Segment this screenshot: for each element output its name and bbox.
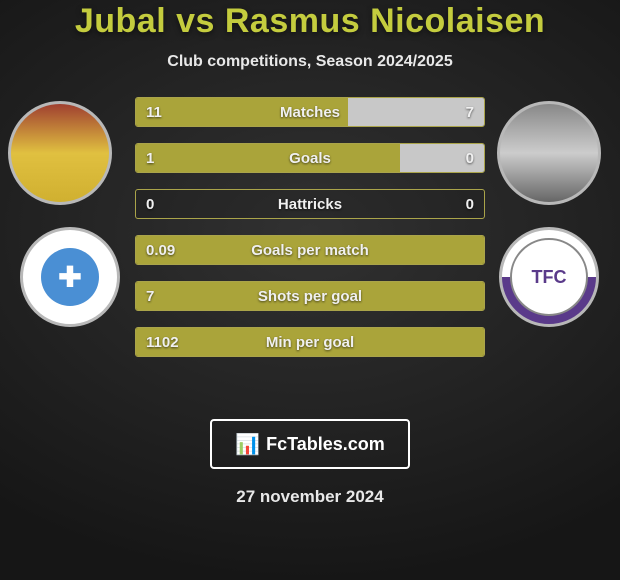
stat-row: 1102Min per goal [135,327,485,357]
stat-label: Min per goal [136,328,484,356]
stat-row: 10Goals [135,143,485,173]
footer-date: 27 november 2024 [0,487,620,507]
stat-row: 117Matches [135,97,485,127]
club-right-logo: TFC [499,227,599,327]
stat-row: 0.09Goals per match [135,235,485,265]
subtitle: Club competitions, Season 2024/2025 [0,53,620,71]
player-right-avatar [497,101,601,205]
brand-text: FcTables.com [266,434,385,455]
brand-logo: 📊 FcTables.com [210,419,410,469]
comparison-area: ✚ TFC 117Matches10Goals00Hattricks0.09Go… [0,101,620,401]
stat-bars: 117Matches 10Goals 00Hattricks 0.09Goals pe… [135,97,485,373]
stat-label: Hattricks [136,190,484,218]
club-left-logo: ✚ [20,227,120,327]
stat-label: Shots per goal [136,282,484,310]
stat-label: Matches [136,98,484,126]
player-left-avatar [8,101,112,205]
stat-label: Goals per match [136,236,484,264]
stat-row: 7Shots per goal [135,281,485,311]
stat-label: Goals [136,144,484,172]
stat-row: 00Hattricks [135,189,485,219]
page-title: Jubal vs Rasmus Nicolaisen [0,2,620,41]
chart-icon: 📊 [235,432,260,457]
